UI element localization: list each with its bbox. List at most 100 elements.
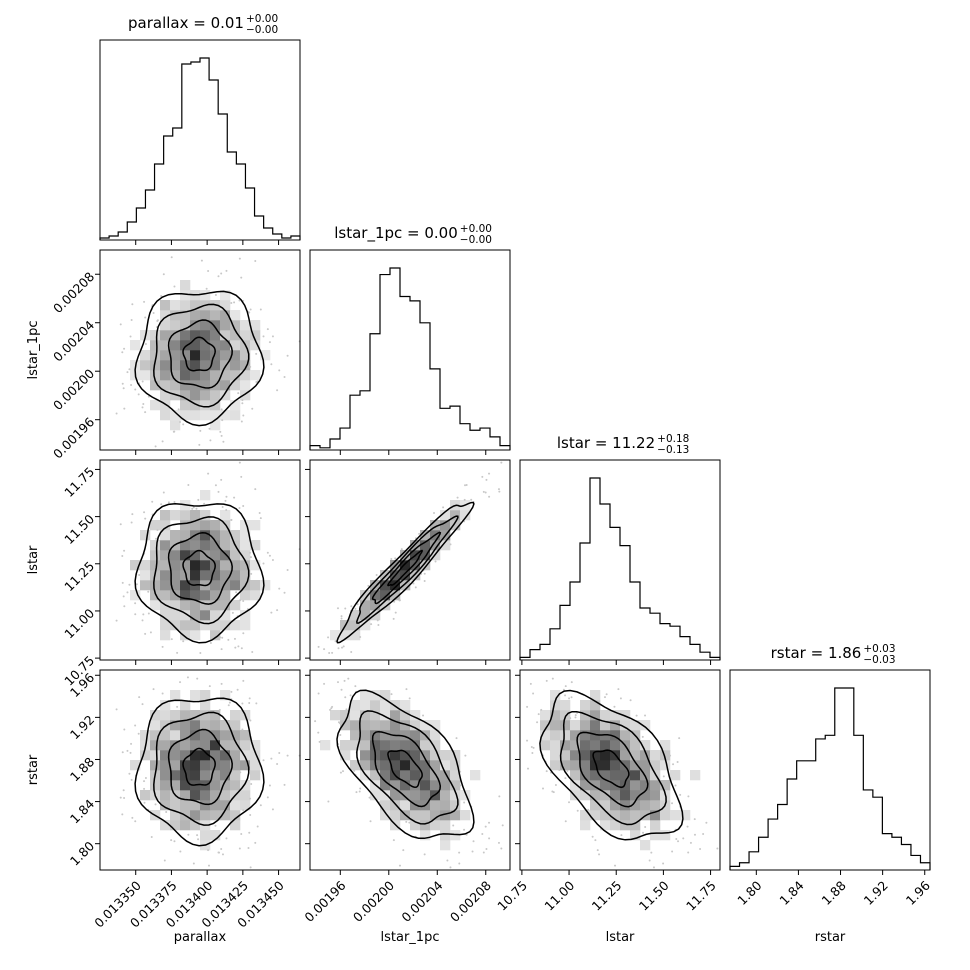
density-cell [200, 790, 211, 801]
sample-point [702, 832, 705, 835]
density-cell [150, 780, 161, 791]
sample-point [225, 508, 228, 511]
density-cell [360, 760, 371, 771]
sample-point [130, 742, 133, 745]
hist-step-parallax [99, 57, 301, 240]
density-cell [230, 770, 241, 781]
density-cell [180, 740, 191, 751]
density-cell [160, 390, 171, 401]
density-cell [150, 550, 161, 561]
density-cell [150, 750, 161, 761]
density-cell [200, 400, 211, 411]
density-cell [380, 770, 391, 781]
sample-point [143, 780, 146, 783]
sample-point [551, 790, 554, 793]
sample-point [482, 490, 485, 493]
density-cell [590, 700, 601, 711]
density-cell [190, 340, 201, 351]
density-cell [250, 520, 261, 531]
density-cell [180, 730, 191, 741]
sample-point [398, 864, 401, 867]
sample-point [570, 696, 573, 699]
y-tick-label: 11.25 [61, 558, 97, 594]
density-cell [130, 760, 141, 771]
sample-point [390, 557, 393, 560]
hist-step-rstar [729, 687, 931, 870]
density-cell [430, 760, 441, 771]
density-cell [180, 330, 191, 341]
density-cell [160, 730, 171, 741]
density-cell [200, 690, 211, 701]
density-cell [170, 410, 181, 421]
density-cell [140, 730, 151, 741]
sample-point [497, 841, 500, 844]
density-cell [210, 350, 221, 361]
sample-point [562, 688, 565, 691]
density-cell [580, 740, 591, 751]
density-cell [180, 800, 191, 811]
x-tick-label: 1.92 [861, 878, 891, 908]
sample-point [564, 685, 567, 688]
sample-point [144, 632, 147, 635]
density-cell [360, 720, 371, 731]
sample-point [225, 269, 228, 272]
sample-point [270, 611, 273, 614]
density-cell [210, 580, 221, 591]
y-tick-label: 1.92 [67, 712, 97, 742]
density-cell [160, 700, 171, 711]
sample-point [327, 800, 330, 803]
sample-point [221, 419, 224, 422]
sample-point [262, 562, 265, 565]
density-cell [640, 720, 651, 731]
sample-point [155, 537, 158, 540]
density-cell [370, 590, 381, 601]
density-cell [410, 720, 421, 731]
density-cell [170, 340, 181, 351]
density-cell [590, 710, 601, 721]
density-cell [440, 760, 451, 771]
density-cell [230, 740, 241, 751]
sample-point [392, 617, 395, 620]
sample-point [238, 506, 241, 509]
sample-point [545, 679, 548, 682]
density-cell [620, 810, 631, 821]
density-cell [240, 760, 251, 771]
sample-point [248, 831, 251, 834]
density-cell [610, 770, 621, 781]
density-cell [180, 760, 191, 771]
density-cell [170, 560, 181, 571]
sample-point [128, 368, 131, 371]
density-cell [210, 740, 221, 751]
density-cell [210, 540, 221, 551]
sample-point [456, 496, 459, 499]
sample-point [173, 500, 176, 503]
density-cell [200, 700, 211, 711]
density-cell [210, 370, 221, 381]
sample-point [123, 728, 126, 731]
density-cell [250, 320, 261, 331]
density-cell [610, 810, 621, 821]
density-cell [540, 730, 551, 741]
sample-point [122, 387, 125, 390]
sample-point [283, 783, 286, 786]
density-cell [180, 590, 191, 601]
sample-point [532, 692, 535, 695]
y-axis-label-rstar: rstar [26, 754, 41, 785]
x-tick-label: 1.96 [903, 878, 933, 908]
density-cell [190, 600, 201, 611]
sample-point [278, 751, 281, 754]
sample-point [218, 851, 221, 854]
density-cell [420, 540, 431, 551]
density-cell [630, 790, 641, 801]
sample-point [354, 607, 357, 610]
hist-panel-lstar [519, 459, 721, 665]
sample-point [531, 752, 534, 755]
density-cell [150, 560, 161, 571]
density-cell [160, 330, 171, 341]
density-cell [180, 360, 191, 371]
density-cell [210, 630, 221, 641]
sample-point [564, 694, 567, 697]
contour-level [167, 319, 233, 389]
density-cell [640, 750, 651, 761]
density-cell [380, 590, 391, 601]
